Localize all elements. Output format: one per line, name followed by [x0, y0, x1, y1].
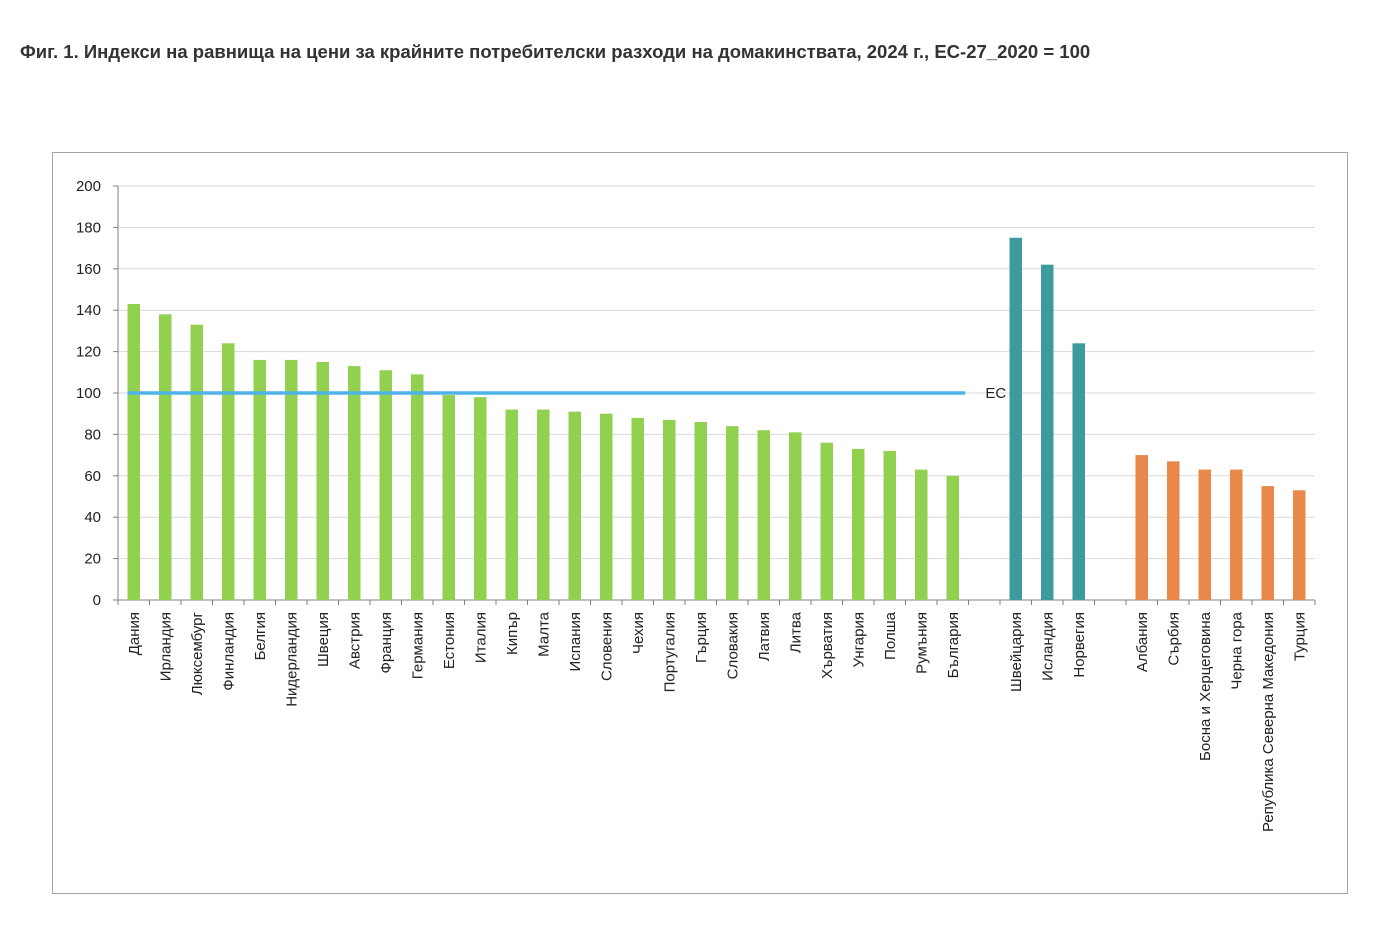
x-category-label: Турция — [1291, 612, 1308, 661]
bar-франция — [379, 370, 392, 600]
bar-дания — [127, 303, 140, 600]
y-tick-label: 0 — [93, 592, 101, 609]
category-labels: Дания Ирландия Люксембург Финландия Белгия Ни… — [126, 611, 1309, 832]
x-category-label: Полша — [882, 611, 899, 660]
figure-title: Фиг. 1. Индекси на равнища на цени за кр… — [20, 41, 1091, 62]
x-category-label: Гърция — [693, 612, 710, 663]
bar-швейцария — [1009, 237, 1022, 600]
x-category-label: Австрия — [346, 612, 363, 669]
chart-frame: 0 20 40 60 80 100 120 140 160 180 200 ЕС Дания Ирла… — [52, 152, 1348, 894]
bar-германия — [411, 374, 424, 600]
y-tick-label: 180 — [76, 219, 101, 236]
x-category-label: България — [945, 612, 962, 678]
x-category-label: Финландия — [220, 612, 237, 691]
bar-естония — [442, 395, 455, 600]
x-category-label: Унгария — [850, 612, 867, 667]
x-category-label: Малта — [535, 611, 552, 656]
bar-република-северна-македония — [1261, 486, 1274, 600]
bar-унгария — [852, 448, 865, 600]
bar-исландия — [1041, 264, 1054, 600]
bar-турция — [1293, 490, 1306, 600]
bar-българия — [946, 475, 959, 600]
x-category-label: Франция — [378, 612, 395, 673]
x-category-label: Естония — [441, 612, 458, 669]
y-tick-label: 20 — [84, 551, 101, 568]
y-tick-label: 140 — [76, 302, 101, 319]
x-category-label: Босна и Херцеговина — [1197, 611, 1214, 761]
bar-словения — [600, 413, 613, 600]
bar-ирландия — [159, 314, 172, 600]
bar-латвия — [757, 430, 770, 600]
x-category-label: Германия — [409, 612, 426, 679]
y-tick-label: 200 — [76, 178, 101, 195]
bar-италия — [474, 397, 487, 600]
bar-черна-гора — [1230, 469, 1243, 600]
bar-малта — [537, 409, 550, 600]
y-tick-label: 100 — [76, 385, 101, 402]
x-category-label: Белгия — [252, 612, 269, 660]
bars — [127, 237, 1306, 600]
bar-chart: 0 20 40 60 80 100 120 140 160 180 200 ЕС Дания Ирла… — [76, 178, 1316, 832]
bar-австрия — [348, 366, 361, 600]
x-category-label: Румъния — [913, 612, 930, 674]
x-category-label: Люксембург — [189, 611, 206, 695]
y-tick-label: 120 — [76, 344, 101, 361]
y-tick-label: 40 — [84, 509, 101, 526]
bar-швеция — [316, 361, 329, 600]
bar-кипър — [505, 409, 518, 600]
bar-полша — [883, 450, 896, 600]
x-category-label: Чехия — [630, 612, 647, 654]
x-category-label: Ирландия — [157, 612, 174, 681]
x-category-label: Черна гора — [1228, 611, 1245, 689]
bar-белгия — [253, 359, 266, 600]
y-tick-label: 160 — [76, 261, 101, 278]
x-category-label: Норвегия — [1071, 612, 1088, 678]
x-category-label: Словения — [598, 612, 615, 681]
x-category-label: Португалия — [661, 612, 678, 692]
bar-норвегия — [1072, 343, 1085, 600]
bar-люксембург — [190, 324, 203, 600]
bar-финландия — [222, 343, 235, 600]
x-category-label: Испания — [567, 612, 584, 672]
y-tick-label: 60 — [84, 468, 101, 485]
bar-сърбия — [1167, 461, 1180, 600]
bar-босна-и-херцеговина — [1198, 469, 1211, 600]
bar-румъния — [915, 469, 928, 600]
x-category-label: Италия — [472, 612, 489, 663]
bar-испания — [568, 411, 581, 600]
bar-чехия — [631, 417, 644, 600]
bar-литва — [789, 432, 802, 600]
x-category-label: Исландия — [1039, 612, 1056, 681]
x-category-label: Кипър — [504, 612, 521, 655]
x-category-label: Сърбия — [1165, 612, 1182, 666]
bar-нидерландия — [285, 359, 298, 600]
x-category-label: Латвия — [756, 612, 773, 661]
x-category-label: Република Северна Македония — [1260, 612, 1277, 832]
bar-хърватия — [820, 442, 833, 600]
bar-албания — [1135, 455, 1148, 600]
x-category-label: Дания — [126, 612, 143, 655]
x-category-label: Швеция — [315, 612, 332, 667]
x-category-label: Словакия — [724, 612, 741, 679]
x-category-label: Швейцария — [1008, 612, 1025, 692]
bar-португалия — [663, 419, 676, 600]
eu-reference-label: ЕС — [985, 385, 1006, 402]
x-category-label: Хърватия — [819, 612, 836, 679]
grid-lines — [118, 185, 1315, 560]
x-category-label: Албания — [1134, 612, 1151, 672]
y-tick-label: 80 — [84, 426, 101, 443]
x-category-label: Литва — [787, 611, 804, 653]
bar-словакия — [726, 426, 739, 600]
reference-line-group: ЕС — [127, 385, 1006, 402]
x-category-label: Нидерландия — [283, 612, 300, 707]
bar-гърция — [694, 421, 707, 600]
